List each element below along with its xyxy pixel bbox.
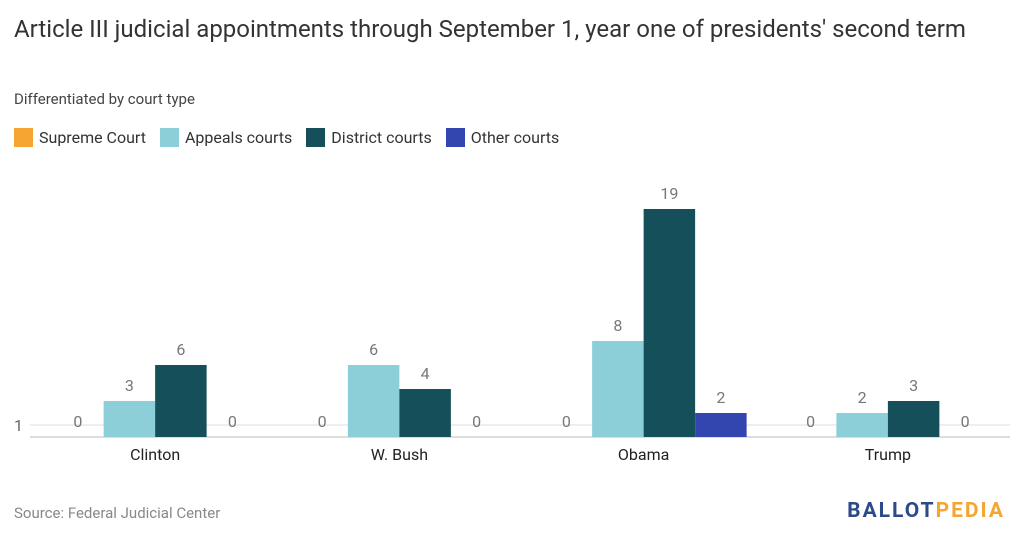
bar — [347, 365, 400, 437]
data-label: 0 — [562, 412, 571, 431]
bar — [643, 209, 696, 437]
legend-label: District courts — [331, 128, 432, 147]
brand-logo: BALLOTPEDIA — [847, 499, 1005, 523]
data-label: 3 — [909, 376, 918, 395]
x-tick-label: Trump — [865, 445, 911, 464]
source: Source: Federal Judicial Center — [14, 504, 220, 522]
bar — [695, 413, 747, 437]
chart-subtitle: Differentiated by court type — [14, 90, 195, 108]
x-tick-label: Clinton — [130, 445, 180, 464]
legend-label: Supreme Court — [39, 128, 146, 147]
brand-part: BALLOT — [847, 499, 935, 523]
data-label: 0 — [318, 412, 327, 431]
data-label: 0 — [228, 412, 237, 431]
bar — [103, 401, 156, 437]
data-label: 2 — [858, 388, 867, 407]
legend-swatch — [445, 128, 465, 147]
brand-part: PEDIA — [936, 499, 1005, 523]
data-label: 6 — [176, 340, 185, 359]
data-label: 2 — [716, 388, 725, 407]
data-label: 8 — [613, 316, 622, 335]
legend-item: Appeals courts — [159, 128, 293, 147]
data-label: 3 — [125, 376, 134, 395]
data-label: 0 — [806, 412, 815, 431]
data-label: 0 — [961, 412, 970, 431]
data-label: 0 — [73, 412, 82, 431]
data-label: 4 — [421, 364, 430, 383]
chart-title: Article III judicial appointments throug… — [14, 15, 966, 43]
legend-swatch — [159, 128, 179, 147]
bar — [155, 365, 207, 437]
x-tick-label: Obama — [618, 445, 669, 464]
data-label: 0 — [472, 412, 481, 431]
legend-label: Other courts — [470, 128, 560, 147]
y-tick-label: 1 — [14, 416, 23, 435]
legend-swatch — [14, 128, 33, 147]
data-label: 6 — [369, 340, 378, 359]
legend-item: Supreme Court — [14, 128, 146, 147]
legend-item: District courts — [306, 128, 432, 147]
bar — [887, 401, 940, 437]
bar — [399, 389, 451, 437]
legend-swatch — [306, 128, 326, 147]
data-label: 19 — [660, 184, 678, 203]
x-tick-label: W. Bush — [371, 445, 428, 464]
legend-label: Appeals courts — [184, 128, 293, 147]
bar — [836, 413, 888, 437]
bar — [592, 341, 644, 437]
legend: Supreme Court Appeals courts District cour… — [14, 128, 573, 147]
legend-item: Other courts — [445, 128, 560, 147]
